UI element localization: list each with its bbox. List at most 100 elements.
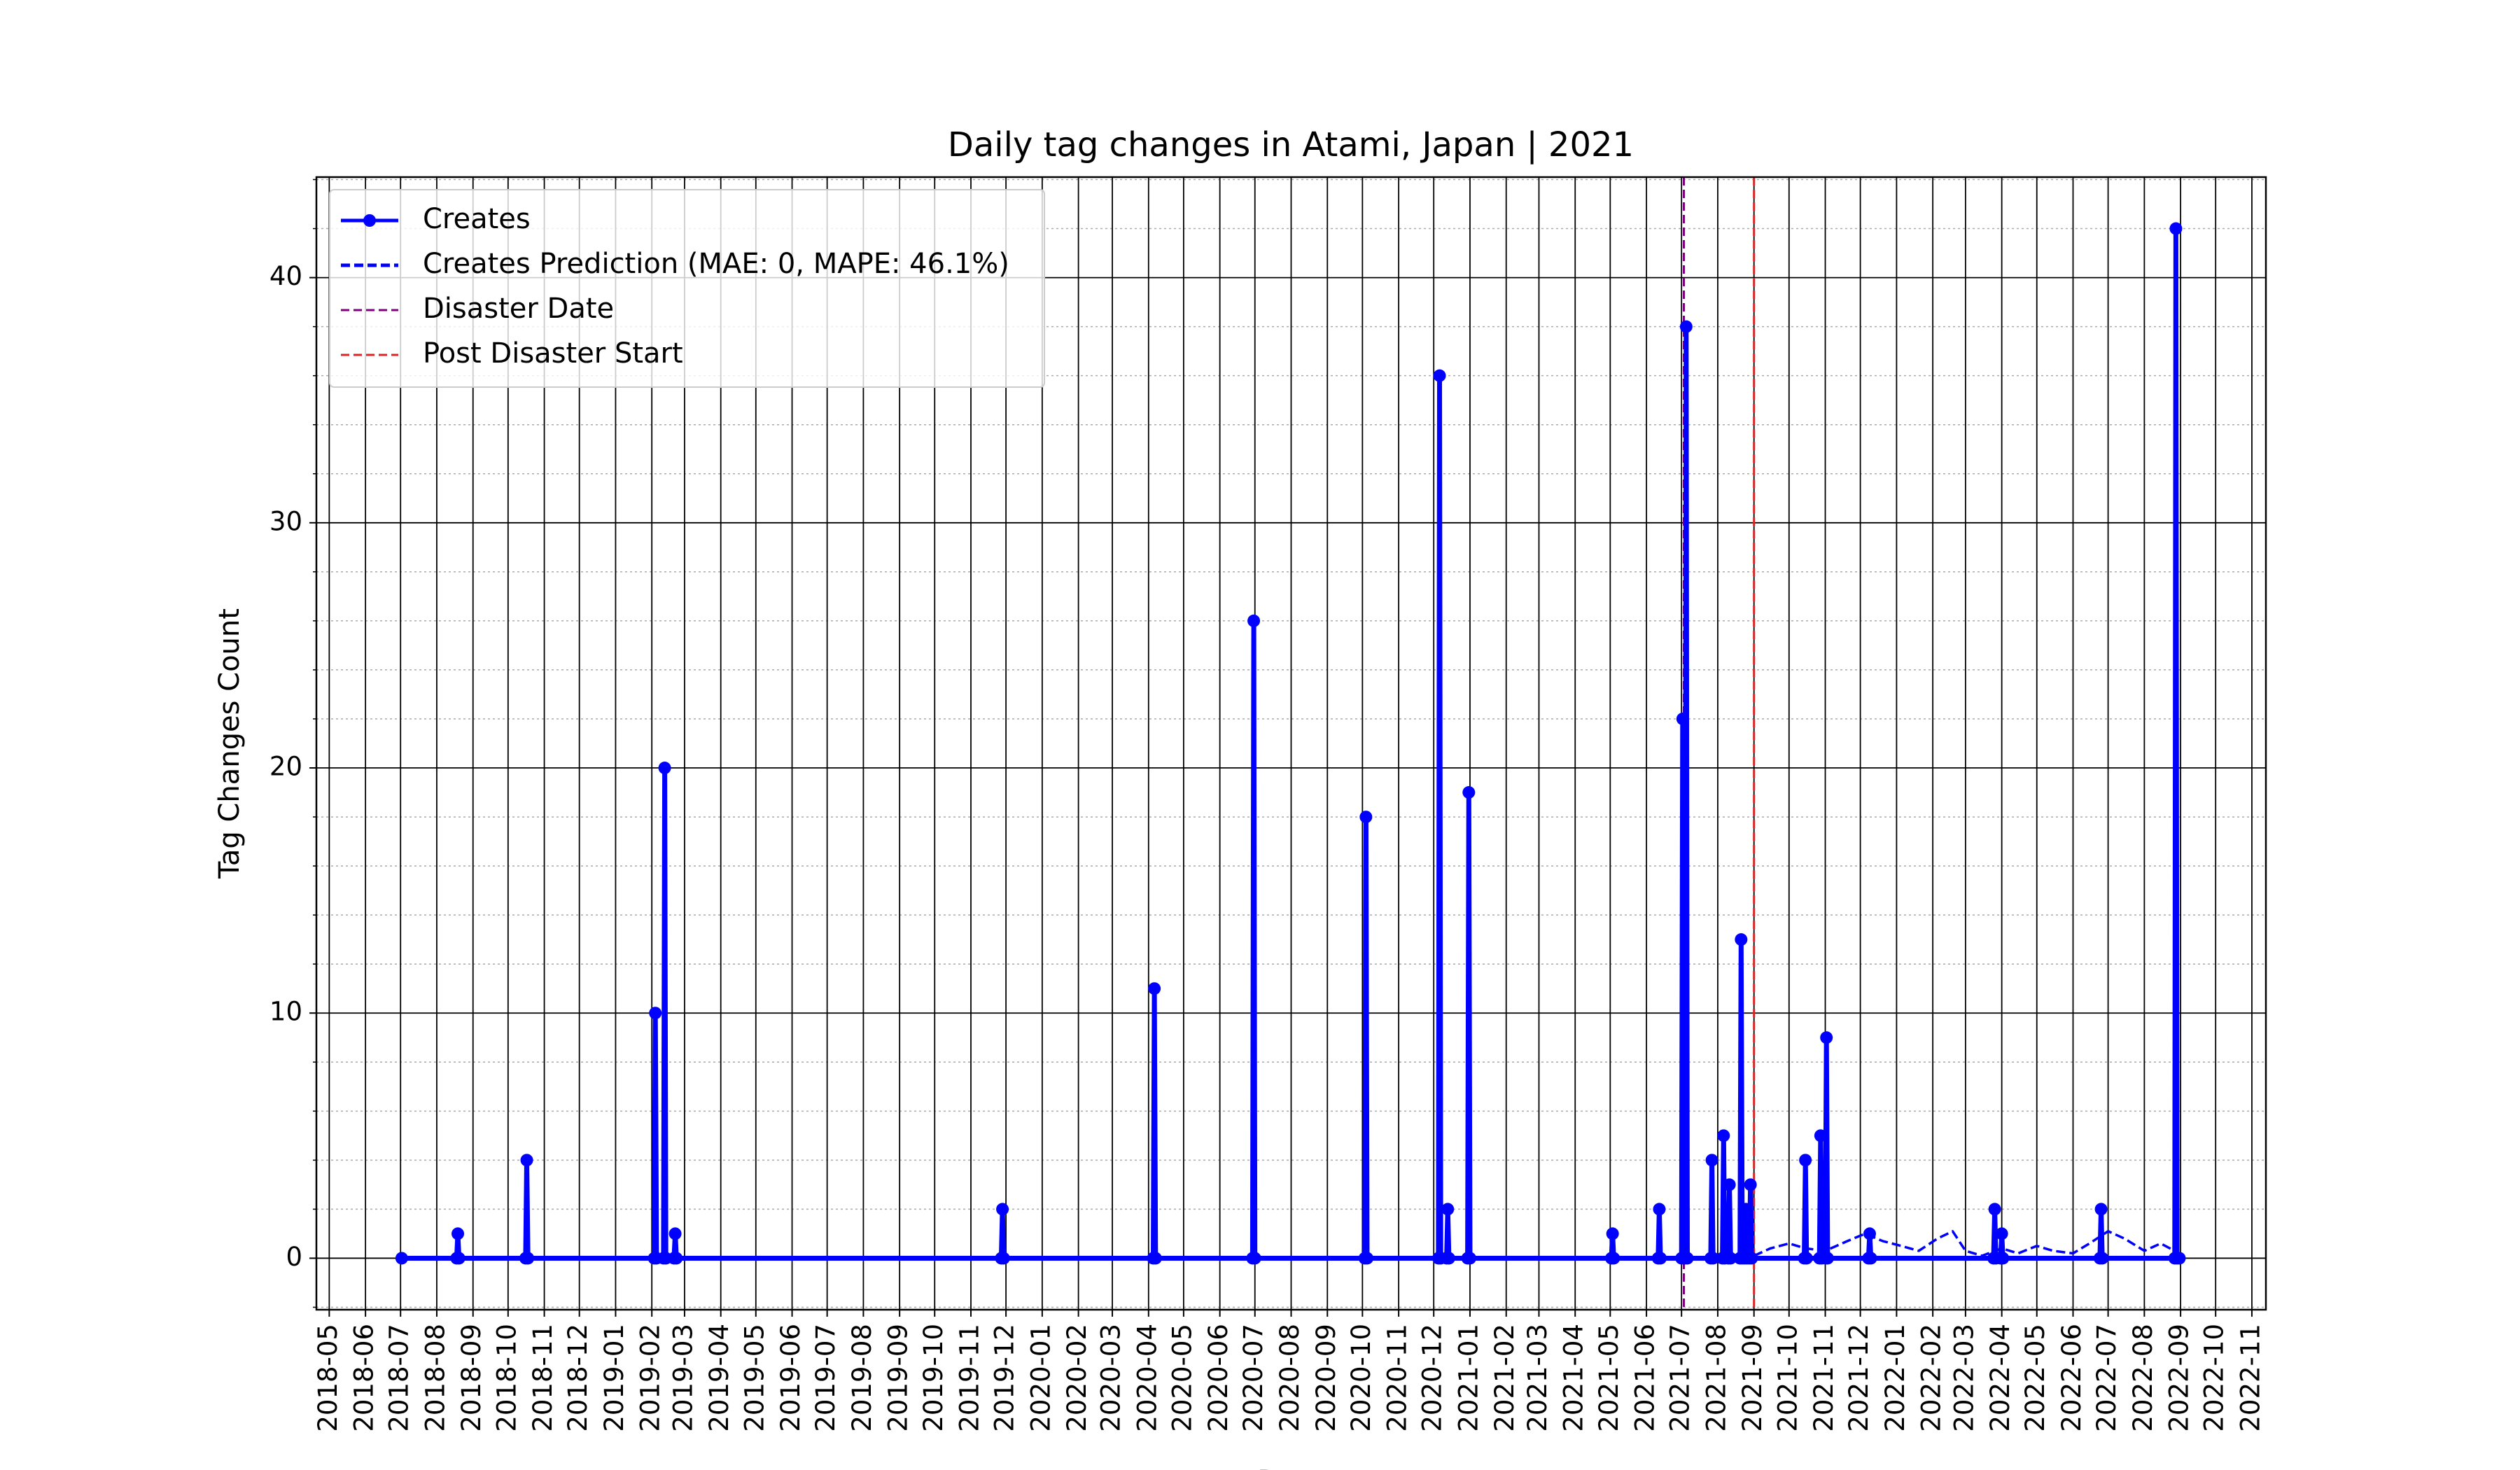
y-tick-label: 40 xyxy=(270,261,302,291)
x-tick-label: 2018-11 xyxy=(528,1324,558,1432)
point xyxy=(1359,811,1373,824)
x-tick-label: 2022-09 xyxy=(2164,1324,2194,1432)
point xyxy=(996,1203,1009,1216)
x-tick-label: 2019-05 xyxy=(739,1324,769,1432)
x-tick-label: 2019-07 xyxy=(811,1324,841,1432)
x-tick-label: 2021-06 xyxy=(1630,1324,1660,1432)
x-tick-label: 2022-10 xyxy=(2199,1324,2230,1432)
x-tick-label: 2022-02 xyxy=(1917,1324,1947,1432)
x-tick-label: 2019-01 xyxy=(599,1324,629,1432)
point xyxy=(1462,786,1476,799)
x-tick-label: 2019-04 xyxy=(704,1324,734,1432)
point xyxy=(1723,1178,1736,1191)
point xyxy=(1864,1252,1877,1265)
x-tick-label: 2019-06 xyxy=(776,1324,806,1432)
x-tick-label: 2018-08 xyxy=(420,1324,450,1432)
plot-frame xyxy=(315,176,2267,1311)
point xyxy=(1995,1227,2008,1240)
x-tick-label: 2020-10 xyxy=(1346,1324,1376,1432)
x-axis-label: Date xyxy=(1257,1465,1324,1470)
point xyxy=(1149,1252,1162,1265)
point xyxy=(1724,1252,1737,1265)
y-tick-label: 30 xyxy=(270,506,302,536)
x-tick-label: 2021-01 xyxy=(1453,1324,1483,1432)
legend-marker xyxy=(363,214,376,227)
point xyxy=(1814,1129,1827,1142)
point xyxy=(2173,1252,2186,1265)
x-tick-label: 2022-04 xyxy=(1985,1324,2015,1432)
x-tick-label: 2021-07 xyxy=(1665,1324,1695,1432)
x-tick-label: 2018-12 xyxy=(563,1324,593,1432)
y-tick-label: 10 xyxy=(270,997,302,1027)
x-tick-label: 2020-07 xyxy=(1238,1324,1268,1432)
x-tick-label: 2019-12 xyxy=(990,1324,1020,1432)
point xyxy=(1799,1154,1812,1167)
x-tick-label: 2020-06 xyxy=(1203,1324,1233,1432)
x-tick-label: 2021-02 xyxy=(1490,1324,1520,1432)
legend-label: Creates xyxy=(423,203,531,235)
x-tick-label: 2019-09 xyxy=(883,1324,913,1432)
point xyxy=(1654,1252,1667,1265)
x-tick-label: 2019-03 xyxy=(668,1324,698,1432)
point xyxy=(1988,1203,2001,1216)
legend-label: Creates Prediction (MAE: 0, MAPE: 46.1%) xyxy=(423,248,1009,280)
x-tick-label: 2020-03 xyxy=(1096,1324,1126,1432)
x-tick-label: 2021-08 xyxy=(1701,1324,1731,1432)
x-tick-label: 2019-11 xyxy=(955,1324,985,1432)
x-tick-label: 2020-01 xyxy=(1026,1324,1056,1432)
point xyxy=(1707,1252,1720,1265)
x-tick-label: 2021-05 xyxy=(1594,1324,1624,1432)
x-tick-label: 2019-08 xyxy=(847,1324,877,1432)
x-tick-label: 2020-02 xyxy=(1062,1324,1092,1432)
x-tick-label: 2018-09 xyxy=(456,1324,486,1432)
point xyxy=(1996,1252,2010,1265)
point xyxy=(1442,1252,1455,1265)
x-tick-label: 2022-06 xyxy=(2057,1324,2087,1432)
point xyxy=(522,1252,535,1265)
point xyxy=(452,1252,465,1265)
x-tick-label: 2018-06 xyxy=(349,1324,379,1432)
x-tick-label: 2021-04 xyxy=(1559,1324,1589,1432)
y-tick-label: 20 xyxy=(270,752,302,782)
point xyxy=(1744,1178,1757,1191)
point xyxy=(2096,1252,2109,1265)
x-tick-label: 2020-11 xyxy=(1382,1324,1413,1432)
point xyxy=(2169,222,2183,235)
x-tick-label: 2020-09 xyxy=(1311,1324,1341,1432)
point xyxy=(658,762,671,775)
point xyxy=(1820,1031,1833,1044)
point xyxy=(1679,320,1693,333)
point xyxy=(1739,1203,1752,1216)
x-tick-label: 2022-05 xyxy=(2020,1324,2050,1432)
legend-box xyxy=(329,189,1045,388)
point xyxy=(668,1227,682,1240)
point xyxy=(451,1227,465,1240)
point xyxy=(649,1007,662,1020)
point xyxy=(1653,1203,1666,1216)
point xyxy=(1361,1252,1374,1265)
x-tick-label: 2021-11 xyxy=(1809,1324,1839,1432)
x-tick-label: 2020-12 xyxy=(1418,1324,1448,1432)
point xyxy=(1463,1252,1476,1265)
point xyxy=(1247,614,1261,627)
point xyxy=(1248,1252,1261,1265)
y-tick-label: 0 xyxy=(286,1242,302,1272)
point xyxy=(1681,1252,1694,1265)
x-tick-label: 2021-03 xyxy=(1522,1324,1553,1432)
x-tick-label: 2022-07 xyxy=(2092,1324,2122,1432)
point xyxy=(1705,1154,1718,1167)
point xyxy=(1735,933,1748,946)
point xyxy=(1606,1227,1619,1240)
point xyxy=(1800,1252,1813,1265)
x-tick-label: 2020-05 xyxy=(1167,1324,1197,1432)
point xyxy=(997,1252,1010,1265)
point xyxy=(1441,1203,1455,1216)
x-tick-label: 2019-02 xyxy=(636,1324,666,1432)
x-tick-label: 2021-09 xyxy=(1737,1324,1768,1432)
x-tick-label: 2021-12 xyxy=(1844,1324,1874,1432)
point xyxy=(1717,1129,1730,1142)
series-line xyxy=(1753,1230,2180,1257)
point xyxy=(2094,1203,2108,1216)
x-tick-label: 2022-11 xyxy=(2235,1324,2265,1432)
x-tick-label: 2022-08 xyxy=(2128,1324,2158,1432)
